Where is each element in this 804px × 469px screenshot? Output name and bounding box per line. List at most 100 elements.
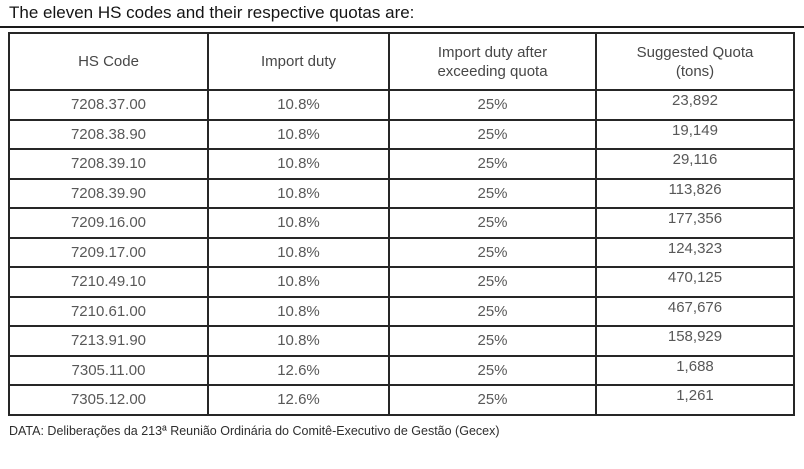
cell-duty-after-quota-text: 25% — [477, 273, 508, 291]
cell-import-duty: 10.8% — [207, 148, 390, 180]
cell-import-duty: 10.8% — [207, 266, 390, 298]
cell-duty-after-quota: 25% — [388, 177, 597, 209]
cell-hs-code-text: 7209.17.00 — [70, 243, 147, 261]
cell-suggested-quota: 1,688 — [595, 354, 795, 386]
cell-duty-after-quota-text: 25% — [477, 125, 508, 143]
table-row: 7209.17.00 10.8% 25% 124,323 — [8, 236, 795, 268]
cell-import-duty: 10.8% — [207, 295, 390, 327]
column-header-suggested-quota: Suggested Quota (tons) — [595, 32, 795, 91]
header-row: HS Code Import duty Import duty after ex… — [8, 32, 795, 91]
cell-import-duty: 10.8% — [207, 236, 390, 268]
cell-suggested-quota: 124,323 — [595, 236, 795, 268]
page-title: The eleven HS codes and their respective… — [0, 0, 804, 28]
source-note: DATA: Deliberações da 213ª Reunião Ordin… — [9, 423, 500, 438]
table-row: 7208.39.10 10.8% 25% 29,116 — [8, 148, 795, 180]
cell-suggested-quota-text: 158,929 — [667, 328, 723, 346]
cell-hs-code-text: 7208.37.00 — [70, 96, 147, 114]
cell-import-duty: 10.8% — [207, 325, 390, 357]
cell-suggested-quota: 177,356 — [595, 207, 795, 239]
cell-suggested-quota: 470,125 — [595, 266, 795, 298]
cell-duty-after-quota: 25% — [388, 236, 597, 268]
cell-suggested-quota-text: 1,688 — [676, 357, 714, 375]
cell-suggested-quota-text: 177,356 — [667, 210, 723, 228]
cell-suggested-quota-text: 29,116 — [672, 151, 718, 169]
cell-import-duty-text: 12.6% — [277, 391, 320, 409]
cell-import-duty-text: 10.8% — [277, 332, 320, 350]
cell-duty-after-quota-text: 25% — [477, 332, 508, 350]
cell-hs-code-text: 7209.16.00 — [70, 214, 147, 232]
cell-duty-after-quota: 25% — [388, 118, 597, 150]
cell-import-duty: 10.8% — [207, 207, 390, 239]
cell-suggested-quota-text: 23,892 — [672, 92, 718, 110]
cell-hs-code: 7210.49.10 — [8, 266, 209, 298]
table-row: 7210.61.00 10.8% 25% 467,676 — [8, 295, 795, 327]
table-row: 7208.39.90 10.8% 25% 113,826 — [8, 177, 795, 209]
cell-hs-code-text: 7208.38.90 — [70, 125, 147, 143]
cell-hs-code: 7210.61.00 — [8, 295, 209, 327]
cell-duty-after-quota: 25% — [388, 354, 597, 386]
cell-suggested-quota: 113,826 — [595, 177, 795, 209]
column-header-import-duty: Import duty — [207, 32, 390, 91]
cell-hs-code: 7209.16.00 — [8, 207, 209, 239]
column-header-hs-code: HS Code — [8, 32, 209, 91]
cell-import-duty-text: 10.8% — [277, 302, 320, 320]
cell-import-duty: 10.8% — [207, 89, 390, 121]
cell-duty-after-quota-text: 25% — [477, 155, 508, 173]
cell-duty-after-quota: 25% — [388, 148, 597, 180]
cell-hs-code-text: 7208.39.10 — [70, 155, 147, 173]
cell-duty-after-quota: 25% — [388, 207, 597, 239]
table-body: 7208.37.00 10.8% 25% 23,892 7208.38.90 10.8% 2… — [8, 89, 795, 416]
cell-duty-after-quota-text: 25% — [477, 96, 508, 114]
cell-hs-code-text: 7208.39.90 — [70, 184, 147, 202]
cell-suggested-quota: 19,149 — [595, 118, 795, 150]
cell-import-duty-text: 10.8% — [277, 96, 320, 114]
cell-import-duty-text: 10.8% — [277, 214, 320, 232]
cell-duty-after-quota-text: 25% — [477, 243, 508, 261]
cell-suggested-quota: 158,929 — [595, 325, 795, 357]
cell-suggested-quota-text: 470,125 — [667, 269, 723, 287]
cell-suggested-quota: 1,261 — [595, 384, 795, 416]
cell-import-duty-text: 12.6% — [277, 361, 320, 379]
cell-hs-code: 7208.37.00 — [8, 89, 209, 121]
hs-codes-quota-table: HS Code Import duty Import duty after ex… — [8, 32, 795, 416]
cell-hs-code: 7208.39.10 — [8, 148, 209, 180]
cell-suggested-quota: 29,116 — [595, 148, 795, 180]
cell-duty-after-quota: 25% — [388, 266, 597, 298]
table-row: 7210.49.10 10.8% 25% 470,125 — [8, 266, 795, 298]
table-row: 7305.11.00 12.6% 25% 1,688 — [8, 354, 795, 386]
cell-import-duty-text: 10.8% — [277, 184, 320, 202]
cell-import-duty-text: 10.8% — [277, 155, 320, 173]
cell-duty-after-quota-text: 25% — [477, 391, 508, 409]
cell-hs-code: 7209.17.00 — [8, 236, 209, 268]
table-row: 7208.38.90 10.8% 25% 19,149 — [8, 118, 795, 150]
cell-suggested-quota-text: 124,323 — [667, 239, 723, 257]
cell-suggested-quota: 467,676 — [595, 295, 795, 327]
cell-hs-code-text: 7305.12.00 — [70, 391, 147, 409]
cell-hs-code: 7305.11.00 — [8, 354, 209, 386]
cell-import-duty: 12.6% — [207, 354, 390, 386]
cell-duty-after-quota: 25% — [388, 295, 597, 327]
cell-import-duty: 10.8% — [207, 177, 390, 209]
cell-suggested-quota-text: 19,149 — [672, 121, 718, 139]
cell-suggested-quota: 23,892 — [595, 89, 795, 121]
cell-import-duty-text: 10.8% — [277, 125, 320, 143]
column-header-duty-after-quota: Import duty after exceeding quota — [388, 32, 597, 91]
cell-duty-after-quota: 25% — [388, 384, 597, 416]
cell-import-duty-text: 10.8% — [277, 243, 320, 261]
table-row: 7209.16.00 10.8% 25% 177,356 — [8, 207, 795, 239]
table-row: 7305.12.00 12.6% 25% 1,261 — [8, 384, 795, 416]
cell-duty-after-quota-text: 25% — [477, 214, 508, 232]
cell-hs-code: 7305.12.00 — [8, 384, 209, 416]
cell-hs-code-text: 7210.49.10 — [70, 273, 147, 291]
cell-duty-after-quota: 25% — [388, 325, 597, 357]
cell-hs-code-text: 7210.61.00 — [70, 302, 147, 320]
cell-duty-after-quota-text: 25% — [477, 302, 508, 320]
table-row: 7208.37.00 10.8% 25% 23,892 — [8, 89, 795, 121]
cell-duty-after-quota-text: 25% — [477, 184, 508, 202]
cell-duty-after-quota-text: 25% — [477, 361, 508, 379]
cell-hs-code: 7213.91.90 — [8, 325, 209, 357]
cell-import-duty-text: 10.8% — [277, 273, 320, 291]
cell-hs-code-text: 7305.11.00 — [71, 361, 146, 379]
cell-import-duty: 12.6% — [207, 384, 390, 416]
